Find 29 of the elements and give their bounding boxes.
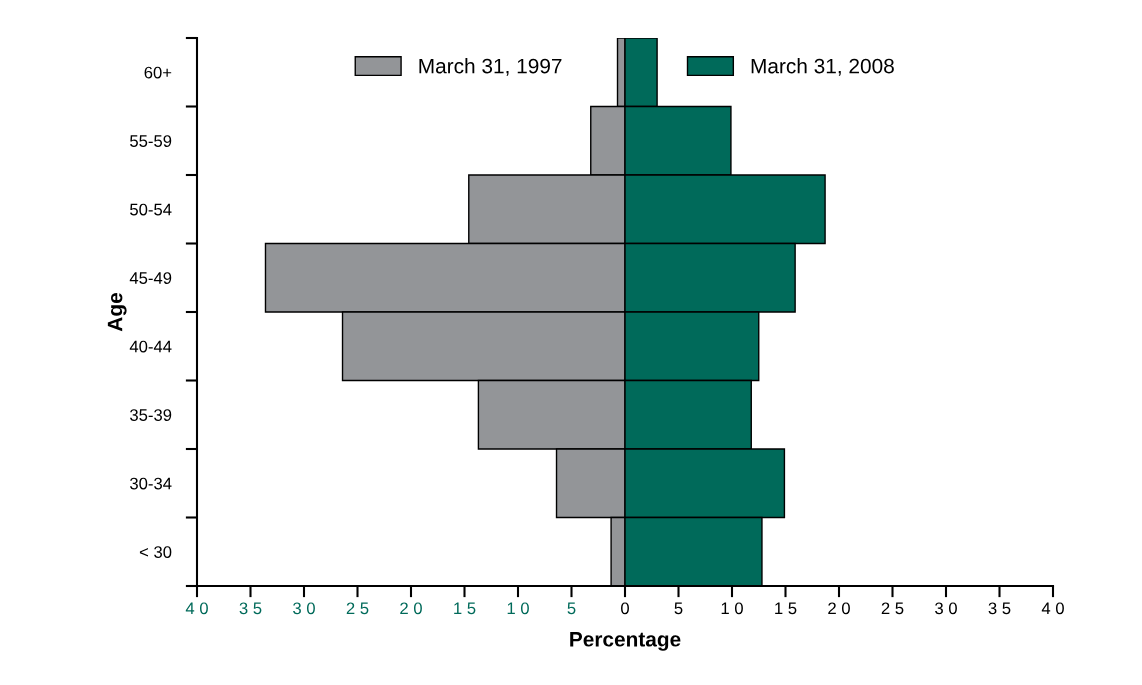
- x-tick-label: 5: [567, 602, 576, 615]
- y-tick-label: 55-59: [130, 135, 172, 147]
- x-tick-label: 1 0: [507, 602, 529, 615]
- x-tick-label: 5: [674, 602, 683, 615]
- x-tick-label: 2 5: [881, 602, 904, 615]
- x-tick-label: 4 0: [1041, 602, 1064, 615]
- x-tick-label: 3 5: [988, 602, 1011, 615]
- y-tick-label: 50-54: [130, 203, 172, 216]
- y-tick-label: < 30: [139, 546, 172, 558]
- x-tick-label: 1 0: [721, 602, 743, 615]
- x-tick-label: 2 5: [346, 602, 369, 615]
- y-tick-label: 45-49: [129, 272, 172, 284]
- x-axis-title: Percentage: [570, 632, 681, 651]
- y-tick-label: 60+: [144, 66, 172, 79]
- y-axis-title: Age: [107, 293, 127, 332]
- x-tick-label: 4 0: [185, 602, 208, 615]
- y-tick-label: 30-34: [130, 477, 172, 490]
- x-tick-label: 0: [621, 602, 629, 615]
- x-tick-label: 3 0: [293, 602, 315, 615]
- x-tick-label: 1 5: [775, 602, 797, 615]
- x-tick-label: 2 0: [400, 602, 422, 615]
- x-tick-label: 3 0: [935, 602, 957, 615]
- x-tick-label: 3 5: [239, 602, 262, 615]
- y-tick-label: 35-39: [130, 409, 172, 421]
- y-tick-label: 40-44: [129, 340, 172, 353]
- legend-label: March 31, 2008: [751, 58, 894, 76]
- legend-label: March 31, 1997: [419, 58, 562, 76]
- x-tick-label: 1 5: [454, 602, 476, 615]
- x-tick-label: 2 0: [828, 602, 850, 615]
